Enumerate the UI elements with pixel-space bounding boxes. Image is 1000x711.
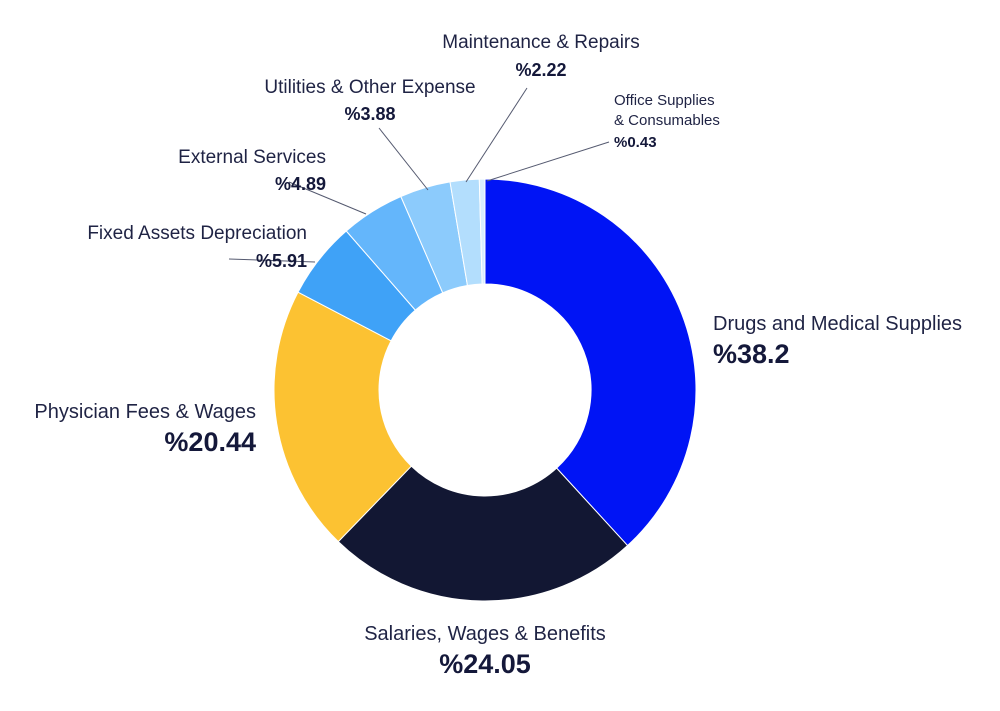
slice-physician-fees-wages [273, 291, 412, 543]
leader-line-fixed-assets-depreciation [228, 258, 316, 263]
leader-line-maintenance-repairs [465, 87, 528, 183]
leader-lines-group [228, 87, 610, 263]
value-salaries-wages-benefits: %24.05 [439, 649, 531, 679]
label-physician-fees-wages: Physician Fees & Wages [34, 401, 256, 423]
label-fixed-assets-depreciation: Fixed Assets Depreciation [87, 223, 307, 244]
value-maintenance-repairs: %2.22 [515, 60, 566, 80]
slice-office-supplies-consumables [478, 178, 486, 285]
slice-drugs-and-medical-supplies [484, 178, 697, 547]
label-office-supplies-consumables: Office Supplies & Consumables [614, 92, 720, 129]
leader-line-external-services [288, 181, 367, 215]
slices-group [273, 178, 697, 602]
label-maintenance-repairs: Maintenance & Repairs [442, 32, 640, 53]
slice-salaries-wages-benefits [337, 465, 629, 602]
label-drugs-and-medical-supplies: Drugs and Medical Supplies [713, 313, 962, 335]
value-drugs-and-medical-supplies: %38.2 [713, 339, 790, 369]
value-office-supplies-consumables: %0.43 [614, 134, 657, 151]
label-utilities-other-expense: Utilities & Other Expense [264, 77, 475, 98]
leader-line-utilities-other-expense [378, 127, 429, 191]
value-utilities-other-expense: %3.88 [344, 104, 395, 124]
value-physician-fees-wages: %20.44 [164, 427, 256, 457]
label-external-services: External Services [178, 147, 326, 168]
value-external-services: %4.89 [275, 174, 326, 194]
value-fixed-assets-depreciation: %5.91 [256, 251, 307, 271]
labels-group: Drugs and Medical Supplies %38.2 Salaries,… [34, 32, 962, 679]
leader-line-office-supplies-consumables [486, 141, 610, 182]
label-salaries-wages-benefits: Salaries, Wages & Benefits [364, 623, 606, 645]
